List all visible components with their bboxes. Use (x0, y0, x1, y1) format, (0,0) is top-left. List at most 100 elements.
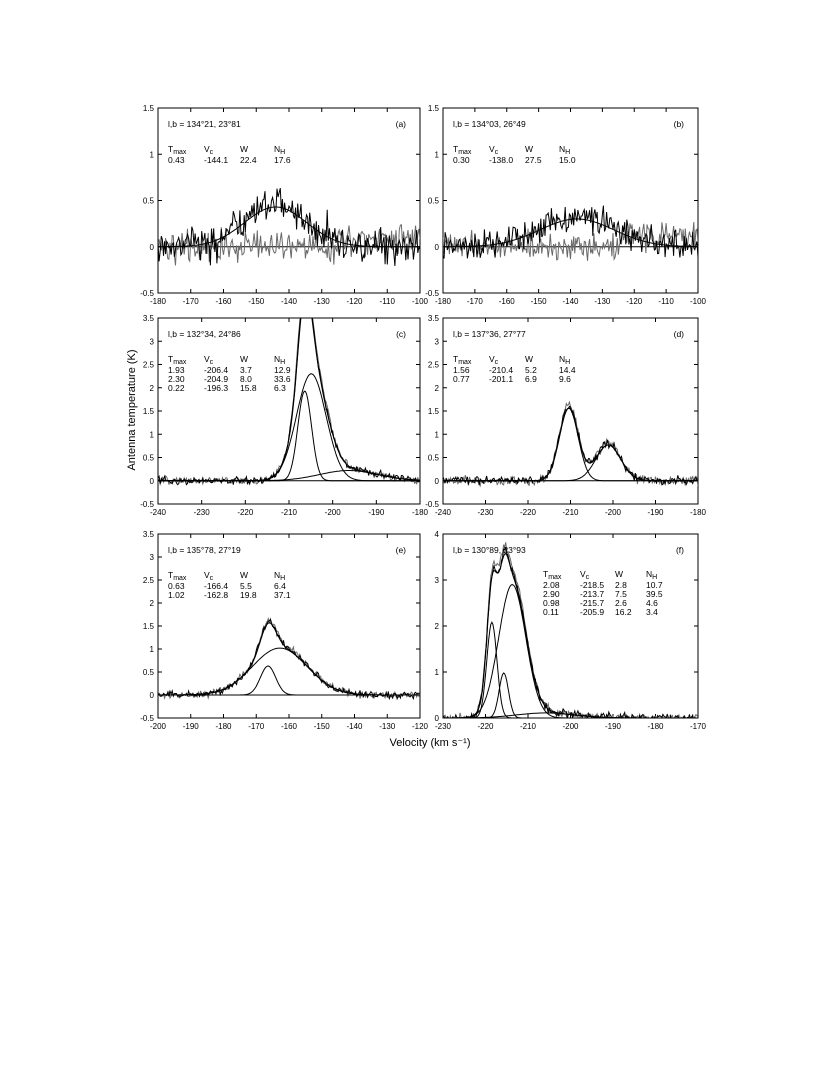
x-tick-label: -100 (412, 297, 429, 306)
y-tick-label: 1.5 (143, 104, 155, 113)
table-header: NH (274, 570, 285, 582)
gaussian-fit-sum (158, 622, 420, 696)
y-tick-label: 0.5 (143, 668, 155, 677)
table-header: Tmax (168, 354, 187, 366)
gaussian-component (158, 647, 420, 696)
panel-c: -240 -230 -220 -210 -200 -190 -180 -0.5 0 0.5 1 1.5… (140, 314, 428, 517)
table-cell: -144.1 (204, 155, 228, 165)
table-cell: 2.30 (168, 374, 185, 384)
table-header: NH (646, 569, 657, 581)
table-cell: 2.6 (615, 598, 627, 608)
gaussian-component (158, 373, 420, 482)
table-cell: -204.9 (204, 374, 228, 384)
x-tick-label: -130 (594, 297, 611, 306)
table-header: NH (274, 354, 285, 366)
panel-coords: l,b = 132°34, 24°86 (168, 329, 241, 339)
table-cell: 0.98 (543, 598, 560, 608)
table-header: W (615, 569, 623, 579)
y-tick-label: -0.5 (425, 500, 439, 509)
x-tick-label: -180 (215, 722, 232, 731)
observed-spectrum-1 (443, 405, 698, 486)
table-cell: 12.9 (274, 365, 291, 375)
table-header: NH (559, 144, 570, 156)
table-cell: 1.56 (453, 365, 470, 375)
gaussian-component (443, 407, 698, 482)
table-cell: 15.8 (240, 383, 257, 393)
y-tick-label: 3 (435, 337, 440, 346)
y-tick-label: 1 (150, 150, 155, 159)
x-tick-label: -140 (346, 722, 363, 731)
observed-spectrum-1 (158, 318, 420, 486)
table-header: W (240, 570, 248, 580)
table-cell: -201.1 (489, 374, 513, 384)
table-header: W (240, 354, 248, 364)
table-cell: 33.6 (274, 374, 291, 384)
x-tick-label: -100 (690, 297, 707, 306)
table-cell: -218.5 (580, 580, 604, 590)
x-tick-label: -150 (248, 297, 265, 306)
table-cell: 6.3 (274, 383, 286, 393)
gaussian-component (158, 665, 420, 696)
table-cell: 0.30 (453, 155, 470, 165)
table-cell: 1.02 (168, 590, 185, 600)
table-cell: -138.0 (489, 155, 513, 165)
y-tick-label: 1 (435, 430, 440, 439)
y-tick-label: 1 (435, 668, 440, 677)
table-header: Vc (580, 569, 590, 581)
table-cell: -162.8 (204, 590, 228, 600)
x-tick-label: -190 (647, 508, 664, 517)
table-cell: 0.43 (168, 155, 185, 165)
y-tick-label: 0 (150, 691, 155, 700)
y-tick-label: 0 (150, 243, 155, 252)
y-tick-label: -0.5 (140, 289, 154, 298)
gaussian-component (443, 218, 698, 248)
table-cell: 2.08 (543, 580, 560, 590)
x-tick-label: -210 (520, 722, 537, 731)
x-tick-label: -180 (647, 722, 664, 731)
table-cell: -166.4 (204, 581, 228, 591)
x-tick-label: -130 (379, 722, 396, 731)
table-cell: 1.93 (168, 365, 185, 375)
y-tick-label: 0 (435, 714, 440, 723)
y-tick-label: 4 (435, 530, 440, 539)
y-tick-label: -0.5 (140, 714, 154, 723)
table-cell: 4.6 (646, 598, 658, 608)
panel-letter: (e) (396, 545, 407, 555)
y-tick-label: 1.5 (143, 622, 155, 631)
x-tick-label: -140 (562, 297, 579, 306)
gaussian-component (443, 621, 698, 718)
x-tick-label: -200 (562, 722, 579, 731)
y-tick-label: 0.5 (143, 454, 155, 463)
table-cell: 2.90 (543, 589, 560, 599)
table-cell: -210.4 (489, 365, 513, 375)
table-cell: 7.5 (615, 589, 627, 599)
panel-coords: l,b = 134°03, 26°49 (453, 119, 526, 129)
table-cell: 2.8 (615, 580, 627, 590)
table-header: Tmax (543, 569, 562, 581)
panel-letter: (b) (674, 119, 685, 129)
table-cell: 6.9 (525, 374, 537, 384)
x-tick-label: -210 (562, 508, 579, 517)
table-cell: 10.7 (646, 580, 663, 590)
table-header: Vc (489, 354, 499, 366)
table-cell: 39.5 (646, 589, 663, 599)
table-cell: 0.63 (168, 581, 185, 591)
panel-b: -180 -170 -160 -150 -140 -130 -120 -110 -100 -0.5… (425, 104, 706, 306)
plot-frame (157, 533, 421, 719)
table-header: Tmax (168, 144, 187, 156)
table-cell: 27.5 (525, 155, 542, 165)
x-tick-label: -160 (499, 297, 516, 306)
table-cell: 5.5 (240, 581, 252, 591)
table-header: W (525, 354, 533, 364)
table-header: NH (274, 144, 285, 156)
table-cell: 19.8 (240, 590, 257, 600)
y-tick-label: 1.5 (428, 407, 440, 416)
table-cell: 9.6 (559, 374, 571, 384)
y-tick-label: 3.5 (143, 314, 155, 323)
y-tick-label: 0 (435, 243, 440, 252)
table-cell: 15.0 (559, 155, 576, 165)
table-cell: -205.9 (580, 607, 604, 617)
y-tick-label: 1 (150, 430, 155, 439)
x-tick-label: -170 (183, 297, 200, 306)
plot-frame (442, 533, 699, 719)
